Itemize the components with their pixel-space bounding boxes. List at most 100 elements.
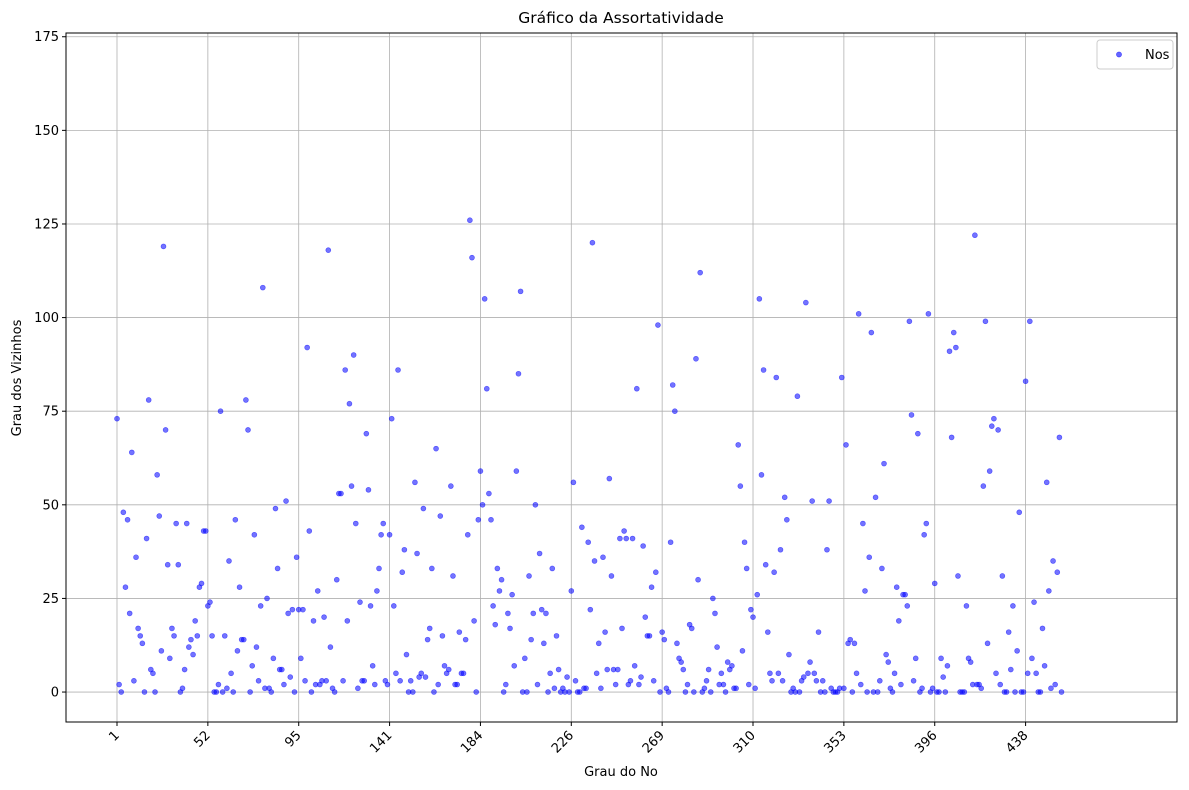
data-point [963,603,970,609]
data-point [164,561,171,568]
data-point [826,498,832,504]
data-point [272,505,279,512]
data-point [627,678,634,684]
data-point [224,685,230,692]
data-point [1041,663,1048,669]
data-point [874,689,881,695]
data-point [175,561,182,568]
data-point [931,580,938,587]
data-point [228,670,234,677]
data-point [479,502,486,508]
data-point [1050,558,1056,564]
data-point [764,629,771,635]
data-point [194,633,201,639]
data-point [1056,434,1063,441]
data-point [448,483,454,489]
data-point [857,681,864,688]
data-point [1052,681,1058,688]
data-point [769,678,775,684]
data-point [722,689,729,695]
data-point [414,550,420,557]
data-point [737,483,744,489]
data-point [152,689,158,695]
data-point [160,243,167,250]
data-point [631,663,638,669]
data-point [720,681,727,688]
data-point [912,655,919,662]
data-point [291,689,298,695]
data-point [390,603,397,609]
data-point [120,509,127,516]
y-axis-ticks: 0 25 50 75 100 125 150 175 [34,30,66,701]
data-point [824,546,830,553]
data-point [445,666,452,673]
data-point [784,516,790,523]
x-axis-title: Grau do No [584,765,658,780]
data-point [522,655,528,662]
data-point [779,678,786,684]
data-point [135,625,141,632]
data-point [300,606,306,613]
data-point [471,618,477,624]
data-point [1058,689,1065,695]
data-point [1043,479,1050,486]
data-point [623,535,630,542]
data-point [492,621,499,628]
data-point [667,539,674,546]
data-point [843,442,849,448]
data-point [758,472,765,478]
data-point [543,610,549,617]
data-point [323,678,329,684]
data-point [259,284,266,291]
data-point [838,374,845,381]
data-point [849,689,856,695]
data-point [475,516,482,523]
y-tick-label: 25 [42,592,59,607]
data-point [777,546,784,553]
data-point [384,681,391,688]
data-point [853,670,860,677]
data-point [183,520,190,527]
data-point [602,629,608,635]
data-point [371,681,378,688]
data-point [325,247,332,253]
data-point [950,329,957,336]
y-tick-label: 125 [34,217,59,232]
data-point [1003,689,1010,695]
data-point [938,655,944,662]
data-point [955,573,961,579]
data-point [249,663,256,669]
data-point [606,475,613,482]
data-point [566,689,572,695]
data-point [750,614,756,620]
data-point [310,618,317,624]
data-point [304,344,310,351]
data-point [367,603,374,609]
data-point [532,502,539,508]
data-point [348,483,355,489]
data-point [192,618,198,624]
data-point [279,666,285,673]
data-point [655,322,661,328]
data-point [669,382,676,388]
data-point [733,685,739,692]
data-point [268,689,275,695]
data-point [697,269,703,276]
data-point [150,670,156,677]
data-point [809,498,815,504]
data-point [515,370,522,377]
data-point [481,296,488,302]
data-point [380,520,387,527]
data-point [306,528,313,534]
data-point [327,644,334,650]
data-point [805,670,811,677]
data-point [915,430,921,437]
data-point [908,412,915,418]
data-point [942,689,949,695]
data-point [929,685,936,692]
data-point [712,610,718,617]
data-point [158,648,165,654]
data-point [401,546,408,553]
data-point [583,685,589,692]
data-point [202,528,209,534]
